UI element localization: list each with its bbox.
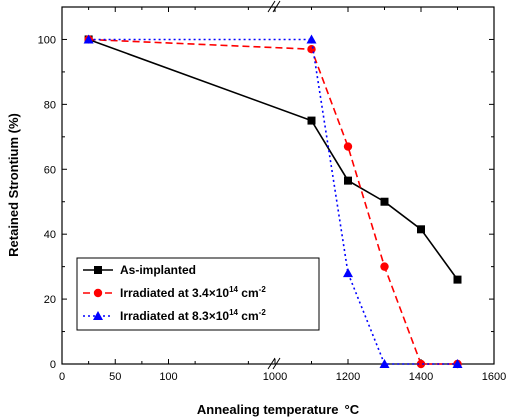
legend-label-text: As-implanted bbox=[120, 263, 196, 277]
x-tick-label: 1400 bbox=[409, 371, 433, 383]
data-point bbox=[452, 359, 463, 368]
y-tick-label: 60 bbox=[44, 164, 56, 176]
data-point bbox=[453, 275, 462, 284]
x-tick-label: 100 bbox=[159, 371, 177, 383]
series-line bbox=[88, 38, 458, 365]
series-0 bbox=[84, 35, 462, 284]
series-2 bbox=[83, 34, 463, 368]
x-axis-title-unit: °C bbox=[345, 402, 360, 417]
data-point bbox=[380, 262, 389, 271]
legend-swatch-marker bbox=[93, 288, 103, 298]
data-point bbox=[379, 359, 390, 368]
data-point bbox=[380, 197, 389, 206]
data-point bbox=[307, 44, 316, 54]
legend-label-unit-exponent: -2 bbox=[259, 285, 267, 294]
data-point bbox=[306, 34, 317, 44]
data-point bbox=[417, 225, 425, 234]
x-tick-label: 1200 bbox=[336, 371, 360, 383]
legend-item: Irradiated at 3.4×1014 cm-2 bbox=[83, 285, 266, 300]
x-axis-title: Annealing temperature °C bbox=[197, 402, 360, 417]
x-tick-label: 50 bbox=[109, 371, 121, 383]
x-axis-title-text: Annealing temperature bbox=[197, 402, 339, 417]
axis-break-bottom bbox=[267, 357, 281, 370]
data-point bbox=[343, 142, 353, 151]
legend-swatch-marker bbox=[94, 266, 102, 274]
x-tick-label: 1000 bbox=[263, 371, 287, 383]
y-tick-label: 40 bbox=[44, 229, 56, 241]
x-tick-label: 0 bbox=[59, 371, 65, 383]
y-tick-label: 100 bbox=[38, 34, 56, 46]
legend-label-text: Irradiated at 3.4×10 bbox=[120, 286, 229, 300]
legend-label: Irradiated at 8.3×1014 cm-2 bbox=[120, 308, 266, 323]
legend-swatch-marker bbox=[93, 311, 103, 320]
legend-label-text: Irradiated at 8.3×10 bbox=[120, 309, 229, 323]
data-point bbox=[307, 116, 316, 125]
y-tick-label: 20 bbox=[44, 294, 56, 306]
legend-item: Irradiated at 8.3×1014 cm-2 bbox=[83, 308, 266, 323]
y-tick-label: 0 bbox=[50, 359, 56, 371]
series-layer bbox=[83, 34, 463, 369]
data-point bbox=[343, 268, 353, 278]
legend-label-unit-exponent: -2 bbox=[259, 308, 267, 317]
legend-item: As-implanted bbox=[83, 263, 196, 277]
data-point bbox=[416, 359, 426, 369]
data-point bbox=[83, 34, 94, 44]
y-tick-label: 80 bbox=[44, 99, 56, 111]
legend-label-unit: cm bbox=[238, 309, 259, 323]
plot-frame bbox=[61, 6, 495, 365]
data-point bbox=[344, 176, 352, 185]
y-axis-ticks: 0 20 40 60 80 100 bbox=[38, 34, 494, 371]
legend-box bbox=[76, 257, 320, 331]
legend-label: As-implanted bbox=[120, 263, 196, 277]
legend-label-exponent: 14 bbox=[229, 308, 238, 317]
x-tick-label: 1600 bbox=[482, 371, 506, 383]
axis-break-top bbox=[267, 0, 281, 13]
legend-label-exponent: 14 bbox=[229, 285, 238, 294]
series-line bbox=[88, 38, 459, 281]
y-axis-title: Retained Strontium (%) bbox=[6, 113, 21, 257]
legend-label: Irradiated at 3.4×1014 cm-2 bbox=[120, 285, 266, 300]
series-line bbox=[88, 38, 458, 365]
x-axis-ticks: 0 50 100 1000 1200 1400 1600 bbox=[59, 7, 506, 383]
legend-label-unit: cm bbox=[238, 286, 259, 300]
